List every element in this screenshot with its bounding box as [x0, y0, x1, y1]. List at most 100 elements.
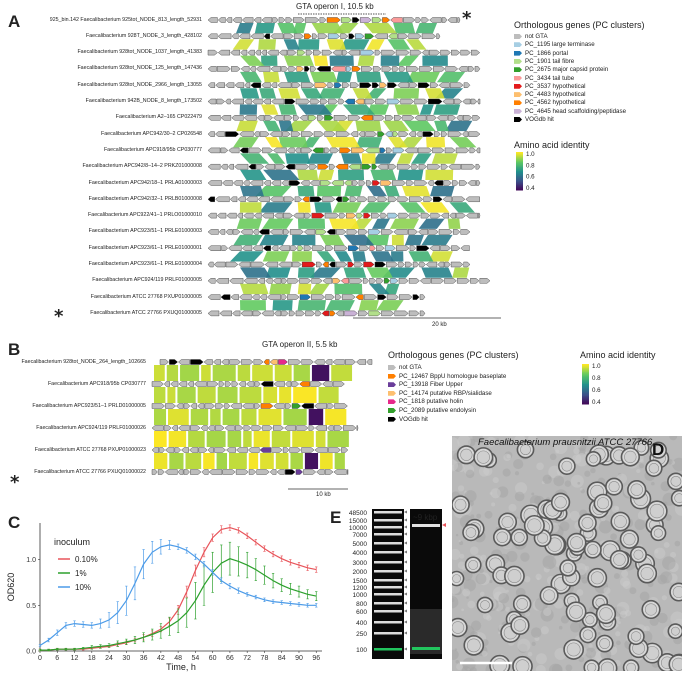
panel-a-colorbar-segment	[516, 187, 523, 190]
gene-arrow	[447, 115, 457, 121]
gene-arrow	[220, 115, 232, 121]
gene-arrow	[271, 447, 283, 453]
gene-arrow	[314, 403, 327, 409]
gene-arrow	[409, 49, 422, 56]
gene-arrow	[415, 17, 422, 23]
capsid-core	[623, 532, 636, 546]
panel-a-colorbar-segment	[516, 168, 523, 171]
gene-arrow	[283, 212, 293, 219]
gene-arrow	[431, 278, 444, 284]
gene-arrow	[228, 147, 240, 154]
gene-arrow	[163, 425, 172, 431]
gene-arrow	[181, 447, 189, 453]
gene-arrow	[371, 163, 378, 170]
panel-a-legend-swatch	[514, 92, 522, 98]
tem-noise	[463, 579, 476, 592]
gene-arrow	[397, 196, 409, 203]
capsid-core	[672, 586, 682, 599]
gene-arrow	[171, 425, 178, 431]
panel-b-colorbar-segment	[582, 382, 589, 385]
gene-arrow	[250, 33, 264, 39]
gene-arrow	[361, 163, 372, 170]
gene-arrow	[240, 66, 250, 72]
synteny-ribbon	[239, 387, 262, 403]
gene-arrow	[344, 310, 358, 317]
gene-arrow	[388, 163, 397, 170]
panel-b-colorbar-segment	[582, 381, 589, 384]
gene-arrow	[440, 163, 449, 170]
gene-arrow	[388, 33, 398, 39]
ladder-band	[374, 632, 402, 635]
tem-noise	[476, 513, 482, 519]
x-tick-label: 0	[38, 655, 42, 662]
gene-arrow	[281, 278, 288, 284]
gene-arrow	[313, 49, 322, 56]
gene-arrow	[229, 196, 238, 203]
gene-arrow	[219, 310, 232, 317]
tem-noise	[584, 470, 591, 477]
x-tick-label: 72	[243, 655, 251, 662]
synteny-ribbon	[306, 153, 334, 164]
gene-arrow	[418, 229, 429, 235]
gene-arrow	[261, 310, 274, 317]
panel-a-legend-item: PC_1195 large terminase	[514, 41, 595, 48]
ladder-size-label: 100	[356, 647, 367, 654]
panel-b-legend-label: PC_14174 putative RBP/sialidase	[399, 389, 492, 397]
gene-arrow	[380, 180, 392, 186]
gene-arrow	[252, 310, 262, 317]
gene-arrow	[433, 196, 443, 203]
gene-arrow	[241, 359, 254, 365]
panel-a-colorbar-segment	[516, 183, 523, 186]
synteny-ribbon	[376, 300, 404, 311]
track-label-a: Faecalibacterium APC924/119 PRLF01000005	[92, 277, 202, 284]
gene-arrow	[207, 245, 222, 251]
gene-arrow	[259, 294, 267, 300]
gene-arrow	[301, 131, 314, 137]
gene-arrow	[294, 196, 303, 203]
gene-arrow	[284, 98, 296, 105]
gene-arrow	[200, 425, 208, 431]
gene-arrow	[270, 82, 278, 88]
sample-smear	[410, 609, 442, 654]
gene-arrow	[304, 66, 310, 72]
gene-arrow	[218, 229, 226, 235]
ladder-marker	[404, 609, 407, 613]
tem-noise	[485, 436, 496, 447]
gene-arrow	[398, 212, 410, 219]
ladder-band	[374, 551, 402, 554]
gene-arrow	[274, 212, 283, 219]
gene-arrow	[300, 147, 313, 154]
capsid-core	[640, 566, 654, 580]
gene-arrow	[289, 229, 304, 235]
x-tick-label: 36	[140, 655, 148, 662]
gene-arrow	[348, 163, 361, 170]
gene-arrow	[412, 261, 420, 268]
synteny-ribbon	[300, 88, 323, 99]
track-label-a: Faecalibacterium APC923/51–1 PRLE0100000…	[88, 228, 202, 235]
synteny-ribbon	[241, 409, 257, 425]
gene-arrow	[247, 49, 255, 56]
gene-arrow	[360, 17, 372, 23]
gene-arrow	[420, 212, 431, 219]
gene-arrow	[301, 403, 314, 409]
ladder-size-label: 250	[356, 631, 367, 638]
ladder-size-label: 5000	[353, 541, 368, 548]
gene-arrow	[371, 82, 380, 88]
gene-arrow	[453, 229, 461, 235]
gene-arrow	[408, 310, 420, 317]
panel-a-colorbar-tick: 1.0	[526, 151, 535, 158]
tem-noise	[455, 533, 459, 537]
synteny-ribbon	[168, 431, 187, 447]
gene-arrow	[375, 98, 387, 105]
panel-a-colorbar-segment	[516, 173, 523, 176]
gene-arrow	[404, 261, 413, 268]
panel-a-legend-item: PC_4483 hypothetical	[514, 91, 586, 98]
gene-arrow	[454, 98, 463, 105]
gene-arrow	[332, 278, 341, 284]
gene-arrow	[215, 196, 230, 203]
synteny-ribbon	[425, 88, 445, 99]
panel-b-legend-swatch	[388, 373, 396, 379]
gene-arrow	[207, 131, 215, 137]
synteny-ribbon	[387, 39, 411, 50]
x-tick-label: 12	[71, 655, 79, 662]
